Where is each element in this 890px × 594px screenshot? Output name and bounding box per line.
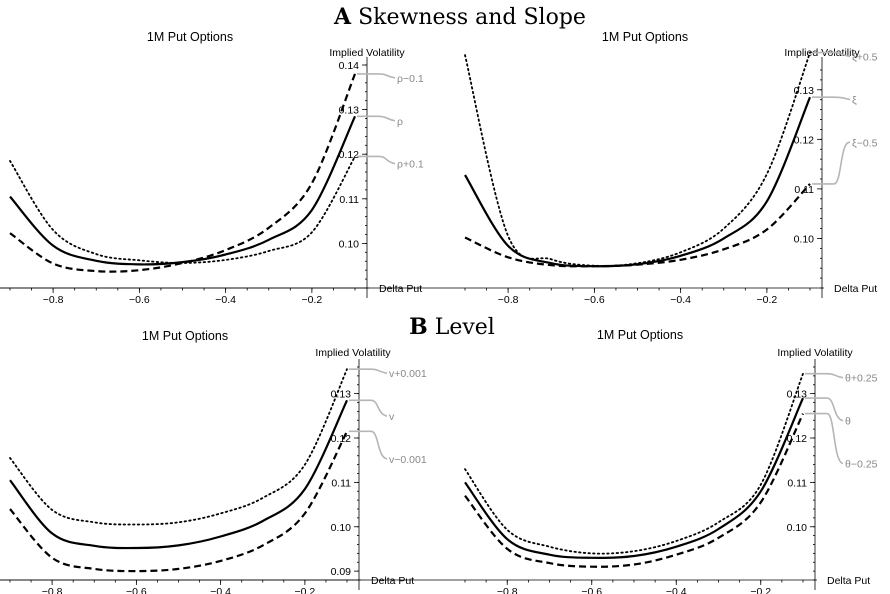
y-tick-label: 0.10 bbox=[787, 522, 808, 534]
series-line-2 bbox=[464, 397, 805, 559]
series-label-leader bbox=[812, 96, 851, 101]
section-b-heading: B Level bbox=[409, 314, 495, 340]
panel-title: 1M Put Options bbox=[142, 329, 228, 343]
x-axis-label: Delta Put bbox=[379, 283, 422, 295]
series-label-leader bbox=[812, 141, 851, 185]
y-tick-label: 0.13 bbox=[331, 389, 352, 401]
x-tick-label: −0.4 bbox=[670, 294, 691, 306]
y-tick-label: 0.10 bbox=[331, 522, 352, 534]
chart-panels: 1M Put Options Implied Volatility Delta Pu… bbox=[0, 30, 878, 594]
panel-title: 1M Put Options bbox=[602, 30, 688, 44]
x-tick-label: −0.8 bbox=[498, 294, 519, 306]
y-axis-label: Implied Volatility bbox=[777, 347, 853, 359]
series-label: θ−0.25 bbox=[845, 458, 878, 470]
series-label-leader bbox=[805, 372, 844, 379]
series-label: ξ bbox=[852, 95, 857, 107]
series-label-leader bbox=[357, 115, 396, 122]
chart-panel-4: 1M Put Options Implied Volatility Delta Pu… bbox=[0, 328, 878, 594]
series-label-leader bbox=[357, 155, 396, 165]
y-axis-label: Implied Volatility bbox=[315, 347, 391, 359]
x-tick-label: −0.4 bbox=[666, 586, 687, 594]
x-tick-label: −0.6 bbox=[126, 586, 147, 594]
y-tick-label: 0.13 bbox=[787, 389, 808, 401]
series-line-1 bbox=[464, 51, 811, 267]
x-tick-label: −0.2 bbox=[295, 586, 316, 594]
x-tick-label: −0.2 bbox=[757, 294, 778, 306]
y-tick-label: 0.11 bbox=[331, 477, 351, 489]
series-line-2 bbox=[464, 96, 812, 268]
y-axis-label: Implied Volatility bbox=[329, 47, 405, 59]
series-line-3 bbox=[9, 430, 348, 573]
y-tick-label: 0.12 bbox=[794, 134, 815, 146]
series-label-leader bbox=[805, 412, 844, 465]
series-label: ρ−0.1 bbox=[397, 73, 424, 85]
series-label-leader bbox=[349, 430, 388, 460]
chart-panel-1: 1M Put Options Implied Volatility Delta Pu… bbox=[0, 30, 424, 306]
section-b-title: Level bbox=[435, 315, 495, 340]
y-tick-label: 0.11 bbox=[339, 194, 359, 206]
section-a-heading: A Skewness and Slope bbox=[333, 4, 586, 30]
x-tick-label: −0.6 bbox=[129, 294, 150, 306]
section-a-letter: A bbox=[333, 4, 352, 30]
x-tick-label: −0.8 bbox=[43, 294, 64, 306]
series-line-1 bbox=[9, 73, 357, 273]
y-tick-label: 0.14 bbox=[339, 60, 360, 72]
series-label: ρ+0.1 bbox=[397, 159, 424, 171]
series-label-leader bbox=[812, 51, 851, 58]
y-tick-label: 0.10 bbox=[794, 233, 815, 245]
series-label: ξ−0.5 bbox=[852, 137, 878, 149]
series-label-leader bbox=[349, 399, 388, 417]
y-tick-label: 0.11 bbox=[787, 477, 807, 489]
y-tick-label: 0.12 bbox=[331, 433, 352, 445]
series-label-leader bbox=[357, 73, 396, 79]
x-axis-label: Delta Put bbox=[827, 575, 870, 587]
series-line-3 bbox=[9, 155, 356, 264]
x-tick-label: −0.6 bbox=[584, 294, 605, 306]
series-label: v+0.001 bbox=[389, 368, 427, 380]
x-tick-label: −0.2 bbox=[302, 294, 323, 306]
y-tick-label: 0.12 bbox=[339, 149, 360, 161]
series-label-leader bbox=[349, 368, 388, 374]
chart-panel-2: 1M Put Options Implied Volatility Delta Pu… bbox=[0, 30, 878, 306]
y-tick-label: 0.09 bbox=[331, 566, 352, 578]
series-line-1 bbox=[9, 368, 348, 526]
series-label: v−0.001 bbox=[389, 454, 427, 466]
series-line-2 bbox=[9, 399, 348, 550]
chart-panel-3: 1M Put Options Implied Volatility Delta Pu… bbox=[0, 329, 427, 594]
y-tick-label: 0.10 bbox=[339, 238, 360, 250]
panel-title: 1M Put Options bbox=[147, 30, 233, 44]
series-line-3 bbox=[464, 183, 811, 268]
section-a-title: Skewness and Slope bbox=[358, 5, 586, 30]
x-tick-label: −0.2 bbox=[750, 586, 771, 594]
series-line-2 bbox=[9, 115, 356, 266]
x-tick-label: −0.4 bbox=[215, 294, 236, 306]
x-tick-label: −0.6 bbox=[581, 586, 602, 594]
series-label: θ bbox=[845, 416, 851, 428]
series-line-3 bbox=[464, 413, 804, 568]
section-b-letter: B bbox=[409, 314, 428, 340]
series-label: ρ bbox=[397, 116, 403, 128]
series-label: θ+0.25 bbox=[845, 373, 878, 385]
panel-title: 1M Put Options bbox=[597, 328, 683, 342]
x-axis-label: Delta Put bbox=[834, 283, 877, 295]
x-axis-label: Delta Put bbox=[371, 575, 414, 587]
series-label: ξ+0.5 bbox=[852, 52, 878, 64]
x-tick-label: −0.4 bbox=[210, 586, 231, 594]
x-tick-label: −0.8 bbox=[42, 586, 63, 594]
series-label: v bbox=[389, 411, 395, 423]
x-tick-label: −0.8 bbox=[497, 586, 518, 594]
series-line-1 bbox=[464, 372, 804, 555]
series-label-leader bbox=[805, 397, 844, 422]
